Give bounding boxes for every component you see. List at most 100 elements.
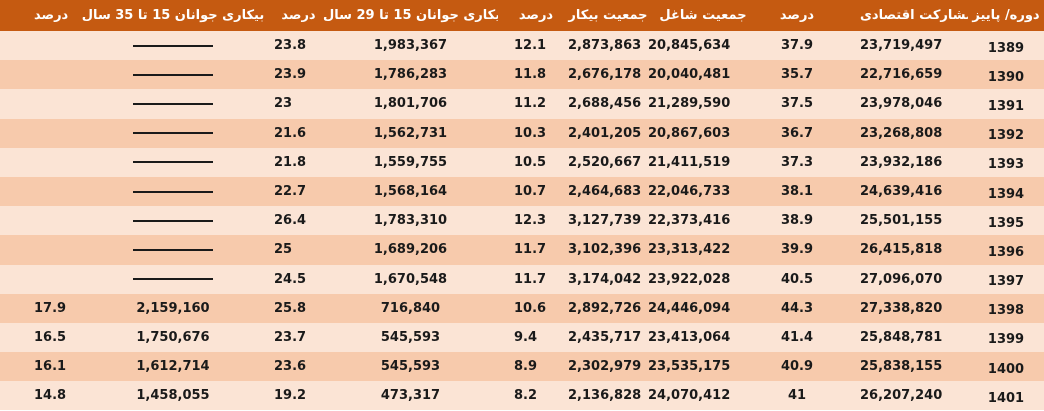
cell-employed-population: 21,289,590 — [648, 96, 731, 112]
cell-employed-population: 24,070,412 — [648, 388, 731, 404]
cell-percent-35 — [0, 177, 78, 206]
no-data-dash — [133, 219, 213, 222]
cell-percent-35 — [0, 119, 78, 148]
cell-unemployed-population: 2,873,863 — [568, 38, 642, 54]
cell-year: 1399 — [987, 332, 1025, 348]
cell-year: 1396 — [987, 244, 1025, 260]
cell-unemployed-population: 2,136,828 — [568, 388, 642, 404]
table-row: 24.5 1,670,548 11.7 3,174,042 23,922,028 40.5… — [0, 264, 1044, 294]
cell-youth-unemployment-15-29: 473,317 — [380, 388, 441, 404]
cell-unemployed-population: 2,401,205 — [568, 125, 642, 141]
cell-economic-participation: 23,719,497 — [860, 38, 943, 54]
table-row: 23 1,801,706 11.2 2,688,456 21,289,590 37.5 23… — [0, 89, 1044, 119]
cell-percent-unemployment: 10.3 — [514, 125, 547, 141]
cell-unemployed-population: 2,520,667 — [568, 154, 642, 170]
no-data-dash — [133, 190, 213, 193]
cell-youth-unemployment-15-35: 1,750,676 — [136, 329, 210, 345]
cell-unemployed-population: 2,464,683 — [568, 184, 642, 200]
no-data-dash — [133, 44, 213, 47]
cell-employed-population: 22,373,416 — [648, 213, 731, 229]
table-row: 14.8 1,458,055 19.2 473,317 8.2 2,136,828 24,0… — [0, 381, 1044, 411]
cell-percent-unemployment: 12.3 — [514, 213, 547, 229]
cell-economic-participation: 23,268,808 — [860, 125, 943, 141]
no-data-dash — [133, 248, 213, 251]
cell-youth-unemployment-15-29: 1,562,731 — [373, 125, 448, 141]
cell-percent-29: 22.7 — [274, 184, 307, 200]
cell-percent-unemployment: 11.7 — [514, 242, 547, 258]
header-youth-unemployment-15-29: بیکاری جوانان 15 تا 29 سال — [323, 8, 498, 23]
cell-percent-35 — [0, 31, 78, 60]
cell-percent-participation: 40.9 — [780, 359, 814, 375]
cell-economic-participation: 23,932,186 — [860, 154, 943, 170]
cell-employed-population: 20,845,634 — [648, 38, 731, 54]
no-data-dash — [133, 102, 213, 105]
cell-percent-participation: 44.3 — [780, 300, 814, 316]
cell-unemployed-population: 2,676,178 — [568, 67, 642, 83]
cell-percent-unemployment: 10.7 — [514, 184, 547, 200]
cell-percent-unemployment: 10.5 — [514, 154, 547, 170]
cell-economic-participation: 24,639,416 — [860, 184, 943, 200]
table-row: 22.7 1,568,164 10.7 2,464,683 22,046,733 38.1… — [0, 176, 1044, 207]
cell-youth-unemployment-15-35 — [78, 31, 268, 60]
cell-year: 1393 — [987, 157, 1025, 173]
cell-percent-35 — [0, 265, 78, 294]
cell-employed-population: 22,046,733 — [648, 184, 731, 200]
cell-percent-unemployment: 11.7 — [514, 271, 547, 287]
table-row: 21.6 1,562,731 10.3 2,401,205 20,867,603 36.7… — [0, 118, 1044, 148]
cell-year: 1395 — [987, 215, 1025, 231]
cell-youth-unemployment-15-35 — [78, 89, 268, 118]
cell-economic-participation: 25,838,155 — [860, 359, 943, 375]
cell-percent-29: 21.6 — [274, 125, 307, 141]
cell-youth-unemployment-15-29: 1,559,755 — [373, 154, 448, 170]
cell-percent-participation: 36.7 — [780, 125, 814, 141]
cell-youth-unemployment-15-35: 1,612,714 — [136, 359, 210, 375]
cell-unemployed-population: 2,302,979 — [568, 359, 642, 375]
cell-youth-unemployment-15-35 — [78, 148, 268, 177]
cell-unemployed-population: 2,688,456 — [568, 96, 642, 112]
cell-percent-participation: 35.7 — [780, 67, 814, 83]
cell-year: 1394 — [987, 186, 1025, 202]
cell-percent-participation: 37.9 — [780, 38, 814, 54]
table-body: 23.8 1,983,367 12.1 2,873,863 20,845,634 37.9… — [0, 31, 1044, 411]
header-period: دوره/ پاییز — [972, 8, 1040, 23]
cell-year: 1391 — [987, 98, 1025, 114]
cell-year: 1390 — [987, 69, 1025, 85]
cell-percent-29: 23.7 — [274, 329, 307, 345]
header-percent-unemployment: درصد — [518, 8, 554, 23]
cell-percent-participation: 38.1 — [780, 184, 814, 200]
cell-youth-unemployment-15-35: 2,159,160 — [136, 300, 210, 316]
cell-employed-population: 23,413,064 — [648, 329, 731, 345]
cell-employed-population: 20,867,603 — [648, 125, 731, 141]
cell-percent-29: 26.4 — [274, 213, 307, 229]
cell-youth-unemployment-15-35 — [78, 177, 268, 206]
cell-percent-unemployment: 11.8 — [514, 67, 547, 83]
cell-youth-unemployment-15-29: 545,593 — [380, 359, 441, 375]
cell-youth-unemployment-15-29: 545,593 — [380, 329, 441, 345]
header-percent-29: درصد — [281, 8, 316, 23]
no-data-dash — [133, 132, 213, 135]
cell-economic-participation: 25,848,781 — [860, 329, 943, 345]
cell-percent-35 — [0, 60, 78, 89]
cell-year: 1397 — [987, 274, 1025, 290]
cell-percent-35: 17.9 — [34, 300, 67, 316]
cell-percent-29: 21.8 — [274, 154, 307, 170]
cell-percent-29: 19.2 — [274, 388, 307, 404]
cell-youth-unemployment-15-29: 1,983,367 — [373, 38, 448, 54]
cell-unemployed-population: 3,102,396 — [568, 242, 642, 258]
header-economic-participation: مشارکت اقتصادی — [860, 8, 968, 23]
table-row: 16.5 1,750,676 23.7 545,593 9.4 2,435,717 23,4… — [0, 322, 1044, 353]
cell-unemployed-population: 2,892,726 — [568, 300, 642, 316]
cell-percent-unemployment: 9.4 — [514, 329, 538, 345]
cell-percent-participation: 40.5 — [780, 271, 814, 287]
cell-percent-unemployment: 8.9 — [514, 359, 538, 375]
header-row: درصد بیکاری جوانان 15 تا 35 سال درصد بیک… — [0, 0, 1044, 31]
cell-percent-unemployment: 12.1 — [514, 38, 547, 54]
cell-youth-unemployment-15-29: 1,568,164 — [373, 184, 448, 200]
cell-youth-unemployment-15-35: 1,458,055 — [136, 388, 210, 404]
cell-year: 1392 — [987, 128, 1025, 144]
cell-percent-35 — [0, 235, 78, 264]
cell-percent-participation: 37.3 — [780, 154, 814, 170]
cell-youth-unemployment-15-35 — [78, 206, 268, 235]
header-percent-participation: درصد — [779, 8, 815, 23]
